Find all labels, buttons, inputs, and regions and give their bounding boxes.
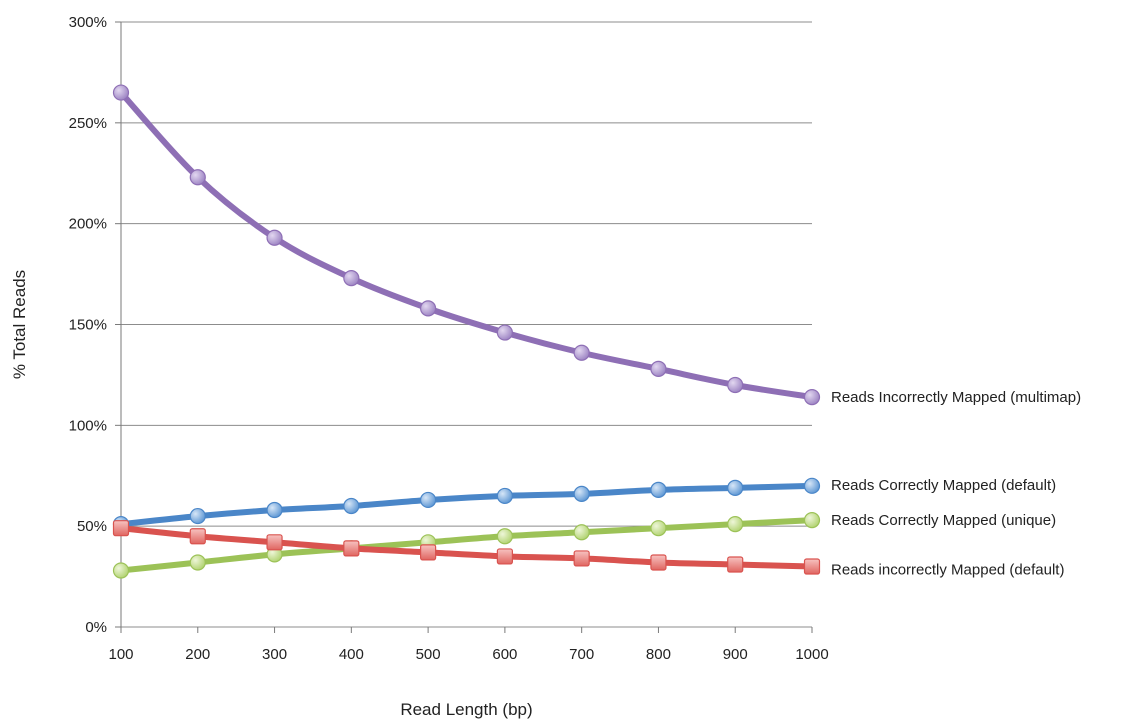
data-point: [574, 551, 589, 566]
x-tick-label: 900: [723, 646, 748, 663]
series-labels: Reads Incorrectly Mapped (multimap) Reads…: [831, 389, 1081, 578]
series-label: Reads Incorrectly Mapped (multimap): [831, 389, 1081, 406]
y-tick-label: 150%: [69, 317, 107, 334]
y-tick-label: 50%: [77, 518, 107, 535]
series-3: [114, 521, 820, 574]
data-point: [651, 521, 666, 536]
data-point: [574, 345, 589, 360]
data-point: [114, 563, 129, 578]
series-label: Reads incorrectly Mapped (default): [831, 562, 1064, 579]
data-point: [728, 517, 743, 532]
x-tick-label: 400: [339, 646, 364, 663]
data-point: [344, 541, 359, 556]
data-point: [497, 325, 512, 340]
x-tick-label: 700: [569, 646, 594, 663]
data-point: [651, 555, 666, 570]
data-point: [497, 529, 512, 544]
data-point: [267, 535, 282, 550]
y-tick-label: 250%: [69, 115, 107, 132]
data-point: [421, 492, 436, 507]
data-point: [421, 301, 436, 316]
data-point: [190, 529, 205, 544]
data-point: [114, 85, 129, 100]
data-point: [114, 521, 129, 536]
series-2: [114, 513, 820, 578]
data-point: [805, 559, 820, 574]
x-tick-label: 300: [262, 646, 287, 663]
data-point: [574, 525, 589, 540]
data-point: [344, 271, 359, 286]
data-point: [805, 390, 820, 405]
y-tick-label: 200%: [69, 216, 107, 233]
x-tick-label: 1000: [795, 646, 828, 663]
data-point: [805, 478, 820, 493]
series-label: Reads Correctly Mapped (unique): [831, 512, 1056, 529]
series-line: [121, 93, 812, 398]
data-point: [651, 361, 666, 376]
data-point: [267, 503, 282, 518]
data-point: [728, 378, 743, 393]
data-point: [728, 557, 743, 572]
series-label: Reads Correctly Mapped (default): [831, 477, 1056, 494]
data-point: [497, 549, 512, 564]
series: [114, 85, 820, 578]
data-point: [190, 555, 205, 570]
data-point: [190, 170, 205, 185]
x-tick-label: 800: [646, 646, 671, 663]
y-axis-title: % Total Reads: [10, 270, 29, 379]
data-point: [497, 488, 512, 503]
x-tick-label: 500: [416, 646, 441, 663]
data-point: [728, 480, 743, 495]
x-tick-label: 100: [108, 646, 133, 663]
data-point: [344, 499, 359, 514]
x-tick-label: 200: [185, 646, 210, 663]
data-point: [190, 509, 205, 524]
y-tick-label: 0%: [85, 619, 107, 636]
data-point: [574, 486, 589, 501]
y-tick-label: 300%: [69, 14, 107, 31]
data-point: [651, 482, 666, 497]
series-0: [114, 85, 820, 405]
x-axis-title: Read Length (bp): [400, 700, 532, 719]
data-point: [421, 545, 436, 560]
data-point: [805, 513, 820, 528]
data-point: [267, 230, 282, 245]
y-tick-label: 100%: [69, 417, 107, 434]
x-tick-label: 600: [492, 646, 517, 663]
series-line: [121, 486, 812, 524]
